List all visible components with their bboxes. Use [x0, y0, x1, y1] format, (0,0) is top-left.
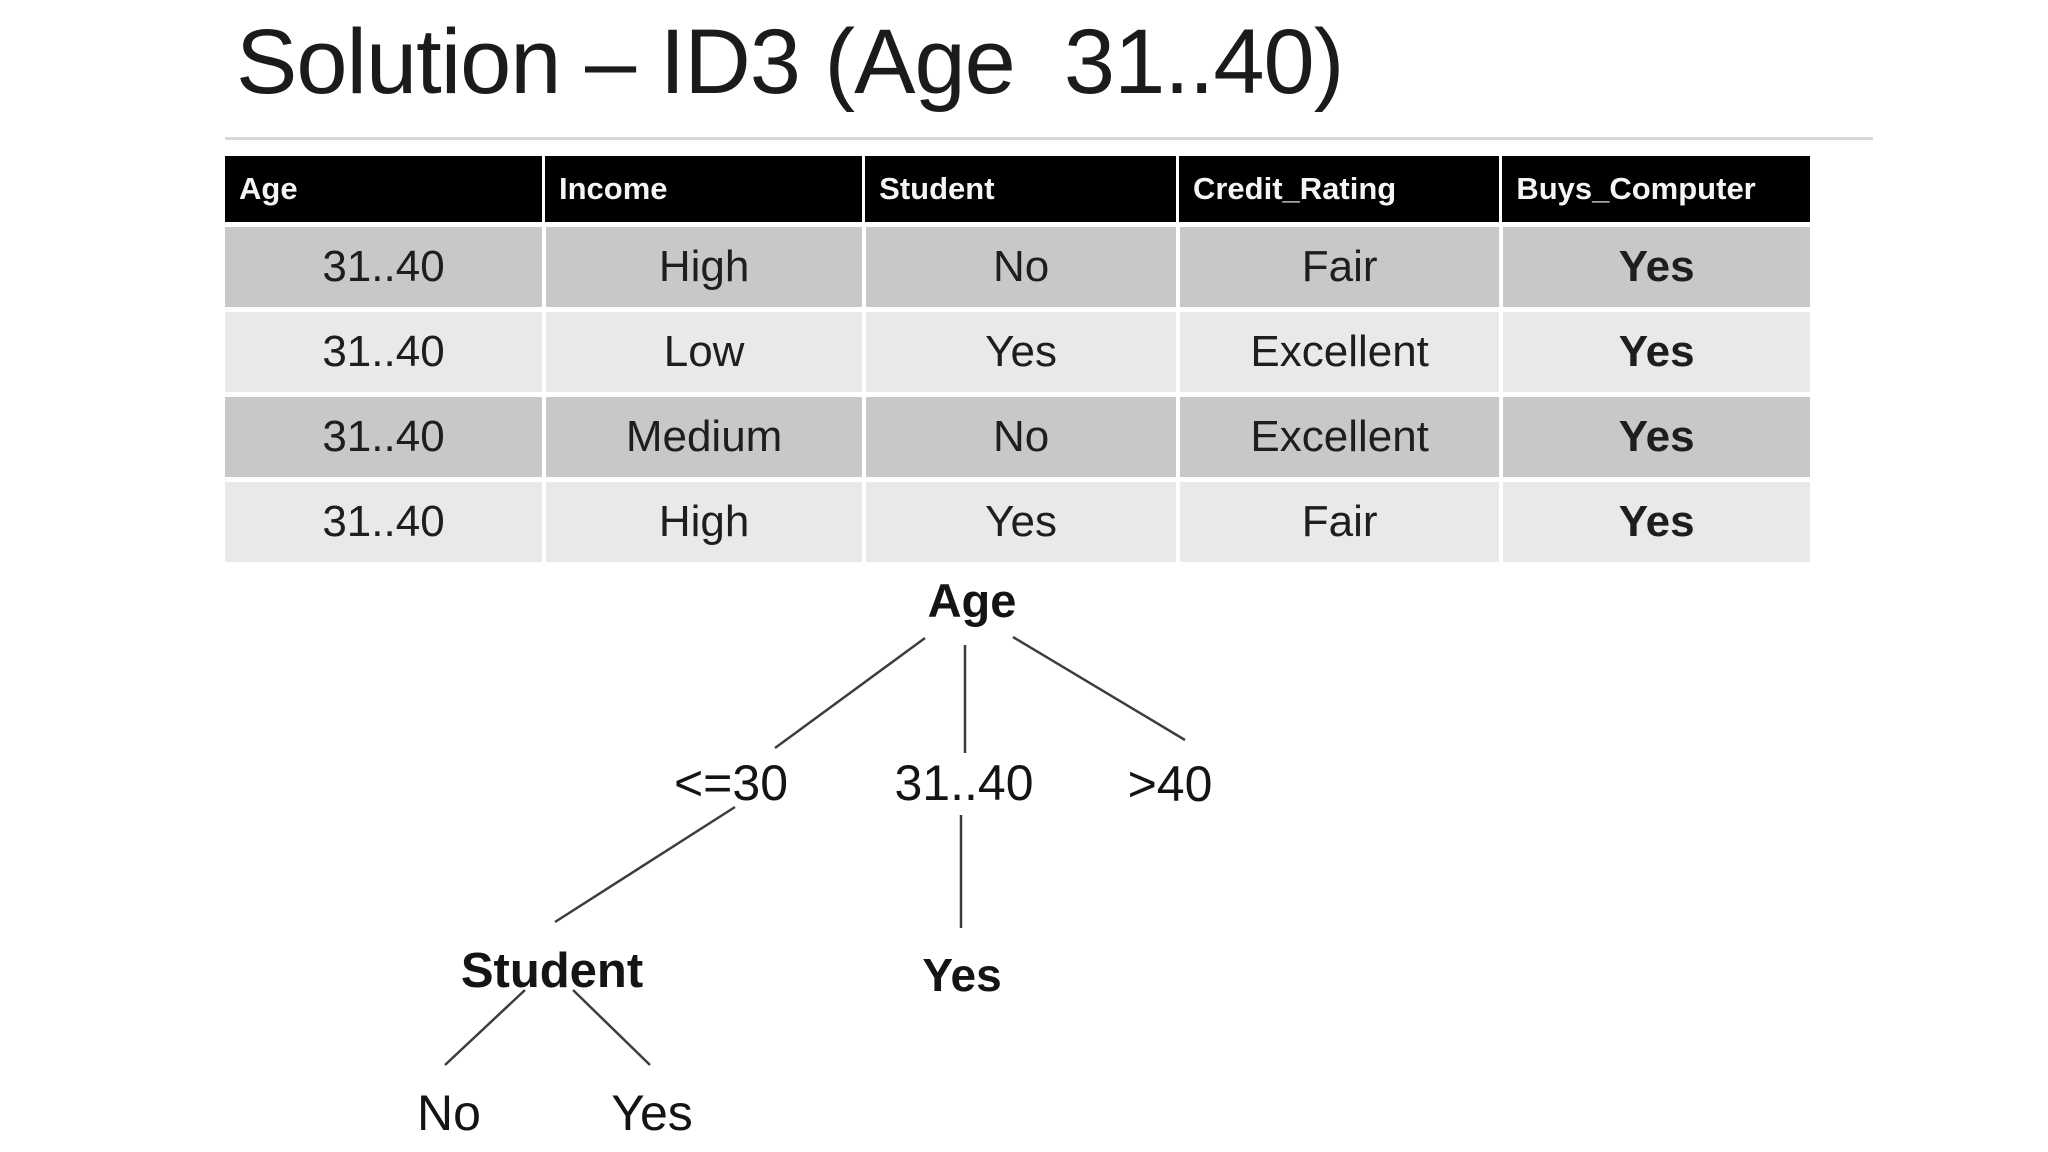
cell-student: Yes — [862, 482, 1176, 562]
branch-label-gt40: >40 — [1128, 756, 1213, 812]
tree-node-student: Student — [461, 944, 643, 998]
header-row: Age Income Student Credit_Rating Buys_Co… — [225, 156, 1810, 222]
cell-income: High — [542, 482, 863, 562]
edge-student-to-yes — [572, 989, 651, 1066]
column-header-age: Age — [225, 156, 542, 222]
tree-leaf-yes: Yes — [611, 1085, 693, 1141]
cell-student: No — [862, 227, 1176, 307]
cell-credit-rating: Excellent — [1175, 312, 1500, 392]
edge-age-to-gt40 — [1012, 635, 1186, 742]
page-title: Solution – ID3 (Age 31..40) — [236, 11, 1344, 113]
cell-age: 31..40 — [225, 482, 542, 562]
column-header-buys-computer: Buys_Computer — [1499, 156, 1810, 222]
cell-student: No — [862, 397, 1176, 477]
cell-buys-computer: Yes — [1499, 227, 1810, 307]
cell-age: 31..40 — [225, 397, 542, 477]
cell-student: Yes — [862, 312, 1176, 392]
cell-income: Low — [542, 312, 863, 392]
tree-leaf-yes-middle: Yes — [922, 949, 1001, 1001]
cell-credit-rating: Fair — [1175, 482, 1500, 562]
table-row: 31..40 High Yes Fair Yes — [225, 482, 1810, 562]
edge-student-to-no — [444, 989, 526, 1066]
cell-age: 31..40 — [225, 312, 542, 392]
branch-label-3140: 31..40 — [894, 755, 1033, 811]
cell-buys-computer: Yes — [1499, 397, 1810, 477]
title-divider — [225, 137, 1873, 140]
column-header-income: Income — [542, 156, 863, 222]
table-row: 31..40 Medium No Excellent Yes — [225, 397, 1810, 477]
cell-age: 31..40 — [225, 227, 542, 307]
tree-node-age: Age — [928, 574, 1017, 627]
branch-label-le30: <=30 — [674, 755, 788, 811]
column-header-credit-rating: Credit_Rating — [1175, 156, 1500, 222]
cell-credit-rating: Excellent — [1175, 397, 1500, 477]
tree-leaf-no: No — [417, 1085, 481, 1141]
cell-income: Medium — [542, 397, 863, 477]
edge-age-to-le30 — [774, 636, 926, 750]
cell-income: High — [542, 227, 863, 307]
edge-le30-to-student — [554, 805, 736, 924]
table-row: 31..40 High No Fair Yes — [225, 227, 1810, 307]
cell-credit-rating: Fair — [1175, 227, 1500, 307]
cell-buys-computer: Yes — [1499, 482, 1810, 562]
cell-buys-computer: Yes — [1499, 312, 1810, 392]
column-header-student: Student — [862, 156, 1176, 222]
table-row: 31..40 Low Yes Excellent Yes — [225, 312, 1810, 392]
training-data-table: Age Income Student Credit_Rating Buys_Co… — [225, 151, 1810, 567]
